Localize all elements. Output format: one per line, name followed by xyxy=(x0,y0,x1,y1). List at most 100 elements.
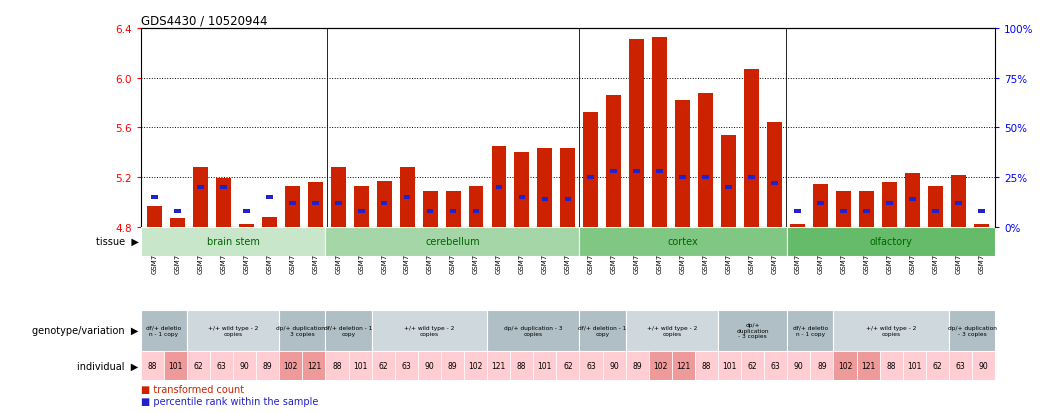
Bar xyxy=(764,351,788,380)
Bar xyxy=(220,185,227,190)
Text: 101: 101 xyxy=(908,361,921,370)
Bar xyxy=(972,351,995,380)
Text: dp/+ duplication - 3
copies: dp/+ duplication - 3 copies xyxy=(504,325,563,336)
Bar xyxy=(886,201,893,206)
Bar xyxy=(748,176,755,180)
Bar xyxy=(141,227,325,256)
Bar xyxy=(863,209,870,214)
Text: cortex: cortex xyxy=(668,237,699,247)
Bar xyxy=(325,310,372,351)
Bar xyxy=(423,191,438,227)
Bar xyxy=(951,175,966,227)
Bar xyxy=(974,225,989,227)
Bar xyxy=(141,351,164,380)
Bar xyxy=(634,169,640,174)
Text: genotype/variation  ▶: genotype/variation ▶ xyxy=(32,325,139,335)
Text: +/+ wild type - 2
copies: +/+ wild type - 2 copies xyxy=(647,325,697,336)
Text: 62: 62 xyxy=(933,361,942,370)
Bar xyxy=(836,191,851,227)
Text: 102: 102 xyxy=(283,361,298,370)
Bar xyxy=(187,310,279,351)
Text: 102: 102 xyxy=(468,361,482,370)
Bar xyxy=(629,40,644,227)
Bar xyxy=(400,168,415,227)
Text: 88: 88 xyxy=(887,361,896,370)
Bar xyxy=(909,197,916,202)
Bar xyxy=(725,185,733,190)
Bar xyxy=(584,113,598,227)
Text: 63: 63 xyxy=(217,361,226,370)
Bar xyxy=(702,176,709,180)
Bar xyxy=(187,351,209,380)
Bar xyxy=(926,351,949,380)
Bar xyxy=(788,227,995,256)
Text: +/+ wild type - 2
copies: +/+ wild type - 2 copies xyxy=(404,325,454,336)
Bar xyxy=(695,351,718,380)
Text: 62: 62 xyxy=(378,361,388,370)
Text: df/+ deletio
n - 1 copy: df/+ deletio n - 1 copy xyxy=(146,325,181,336)
Bar xyxy=(266,195,273,199)
Bar xyxy=(325,227,579,256)
Text: +/+ wild type - 2
copies: +/+ wild type - 2 copies xyxy=(207,325,258,336)
Bar xyxy=(348,351,372,380)
Text: 62: 62 xyxy=(748,361,758,370)
Bar xyxy=(882,183,897,227)
Bar xyxy=(579,227,788,256)
Bar xyxy=(164,351,187,380)
Bar xyxy=(611,169,617,174)
Text: 90: 90 xyxy=(978,361,989,370)
Bar xyxy=(307,183,323,227)
Text: olfactory: olfactory xyxy=(870,237,913,247)
Bar xyxy=(656,169,663,174)
Bar xyxy=(357,209,365,214)
Bar xyxy=(744,70,760,227)
Bar xyxy=(427,209,433,214)
Bar xyxy=(197,185,204,190)
Text: 102: 102 xyxy=(653,361,668,370)
Bar xyxy=(741,351,764,380)
Bar xyxy=(817,201,824,206)
Text: 101: 101 xyxy=(353,361,367,370)
Bar xyxy=(840,209,847,214)
Bar xyxy=(556,351,579,380)
Text: 121: 121 xyxy=(492,361,505,370)
Bar xyxy=(542,197,548,202)
Text: df/+ deletion - 1
copy: df/+ deletion - 1 copy xyxy=(324,325,373,336)
Bar xyxy=(904,174,920,227)
Bar xyxy=(233,351,256,380)
Text: 62: 62 xyxy=(563,361,573,370)
Bar xyxy=(949,351,972,380)
Bar xyxy=(538,149,552,227)
Bar xyxy=(446,191,461,227)
Bar xyxy=(902,351,926,380)
Text: 90: 90 xyxy=(424,361,435,370)
Bar xyxy=(579,310,625,351)
Bar xyxy=(790,225,805,227)
Text: 88: 88 xyxy=(517,361,526,370)
Bar xyxy=(279,351,302,380)
Text: 90: 90 xyxy=(240,361,249,370)
Text: 89: 89 xyxy=(632,361,642,370)
Bar xyxy=(932,209,939,214)
Bar xyxy=(561,149,575,227)
Bar xyxy=(698,93,713,227)
Bar xyxy=(652,38,667,227)
Text: 89: 89 xyxy=(817,361,826,370)
Bar xyxy=(767,123,783,227)
Text: individual  ▶: individual ▶ xyxy=(77,361,139,370)
Text: 63: 63 xyxy=(956,361,965,370)
Text: brain stem: brain stem xyxy=(206,237,259,247)
Text: 62: 62 xyxy=(194,361,203,370)
Text: 101: 101 xyxy=(538,361,552,370)
Bar xyxy=(496,185,502,190)
Text: ■ percentile rank within the sample: ■ percentile rank within the sample xyxy=(141,396,318,406)
Text: 90: 90 xyxy=(610,361,619,370)
Text: tissue  ▶: tissue ▶ xyxy=(96,237,139,247)
Text: dp/+
duplication
- 3 copies: dp/+ duplication - 3 copies xyxy=(737,322,769,339)
Text: 101: 101 xyxy=(168,361,182,370)
Bar xyxy=(857,351,879,380)
Text: 121: 121 xyxy=(861,361,875,370)
Bar xyxy=(450,209,456,214)
Bar xyxy=(418,351,441,380)
Bar xyxy=(511,351,534,380)
